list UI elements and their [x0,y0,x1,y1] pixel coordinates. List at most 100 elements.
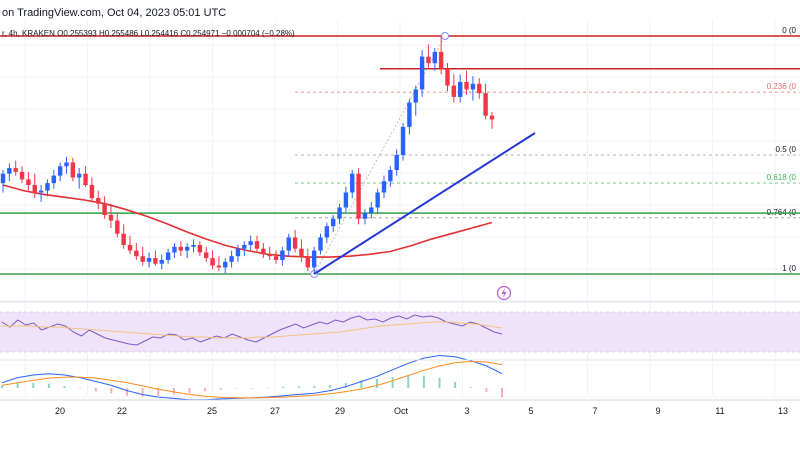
macd-hist-bar [282,386,285,388]
candle [83,166,88,187]
candle-body [362,213,368,219]
candle [127,235,133,255]
candle [121,224,126,249]
x-tick-label: Oct [394,406,409,416]
candle-body [153,258,158,264]
candle [204,246,209,262]
candle-body [134,250,139,257]
macd-hist-bar [157,388,160,396]
candle-body [311,250,317,268]
candle [184,243,190,259]
macd-hist-bar [407,375,410,388]
moving-average-line [2,184,493,258]
candle-body [477,83,482,94]
candle [96,190,101,210]
candle-body [356,173,361,219]
candle [229,250,234,268]
candle [451,74,457,103]
candle [38,184,44,202]
candle-body [369,207,374,214]
candle [477,78,482,99]
macd-hist-bar [266,387,269,389]
candle-body [223,261,228,268]
candle [356,168,361,225]
macd-hist-bar [344,383,347,388]
candle-body [426,56,431,64]
candle [337,203,342,225]
x-tick-label: 9 [655,406,660,416]
candle-body [140,256,145,262]
candle [432,48,437,71]
candle-body [77,173,82,178]
macd-hist-bar [329,384,332,388]
macd-hist-bar [94,388,97,392]
candle-body [89,184,95,199]
candle [57,162,63,182]
candle-body [7,168,12,174]
candle [388,166,393,187]
macd-hist-bar [422,375,425,388]
candle [261,243,266,259]
candle-body [216,265,222,268]
candle [254,235,260,253]
candle [299,239,304,262]
x-tick-label: 3 [464,406,469,416]
candle-body [191,244,196,247]
signal-line [1,360,503,399]
chart-header-source: on TradingView.com, Oct 04, 2023 05:01 U… [2,7,227,19]
candle [108,203,114,229]
candle [26,171,31,191]
candle [223,258,228,274]
candle-body [407,102,412,127]
candle [375,188,380,214]
macd-hist-bar [297,386,300,388]
candle-body [388,169,393,182]
x-tick-label: 29 [335,406,345,416]
candle [350,169,355,199]
candle [407,98,412,135]
candle [89,177,95,202]
candle-body [51,175,56,184]
lightning-icon-glyph [501,288,507,298]
candle-body [413,89,418,103]
x-tick-label: 7 [592,406,597,416]
x-tick-label: 13 [778,406,788,416]
candle [324,222,330,244]
x-tick-label: 5 [528,406,533,416]
candle [178,241,183,257]
candle [470,76,476,101]
candle-body [57,166,63,176]
candle [7,163,12,182]
macd-hist-bar [391,377,394,388]
candle-body [292,237,298,249]
candle-body [318,237,323,251]
candle-body [229,256,234,262]
candle-body [172,246,177,253]
rsi-ma-line [2,321,503,339]
candle-body [458,81,463,97]
macd-hist-bar [376,378,378,388]
candle-body [438,51,444,69]
macd-hist-bar [454,382,457,388]
candle-body [165,252,171,260]
candle-body [32,184,37,193]
candle-body [432,51,437,64]
candle [286,233,291,257]
macd-hist-bar [47,383,50,388]
candle-body [38,190,44,193]
candle-body [235,248,241,257]
candle-body [204,252,209,259]
candle-body [70,162,76,178]
macd-hist-bar [172,388,175,395]
macd-hist-bar [110,388,113,394]
candle-body [121,233,126,245]
candle-body [419,56,425,90]
candle [242,241,247,257]
macd-hist-bar [16,382,19,388]
candle-body [451,85,457,97]
candle [134,243,139,260]
candle [216,256,222,272]
projection-line [313,35,446,275]
candle [153,250,158,266]
